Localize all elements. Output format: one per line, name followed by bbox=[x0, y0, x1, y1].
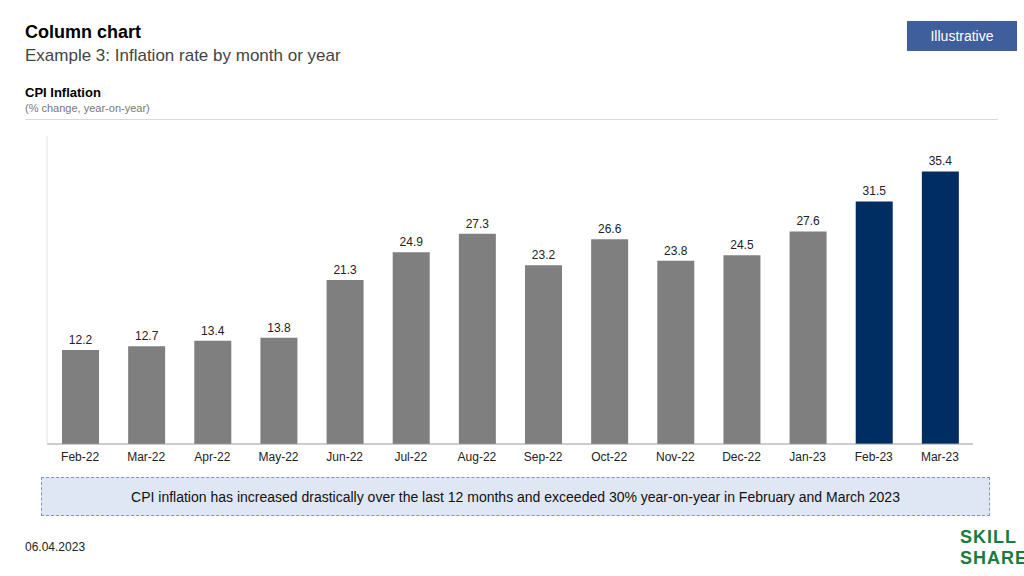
svg-text:Mar-22: Mar-22 bbox=[127, 450, 165, 464]
html-text:Column chart: Column chart bbox=[25, 22, 141, 42]
html-text:SKILL: SKILL bbox=[960, 527, 1017, 547]
svg-text:26.6: 26.6 bbox=[598, 222, 622, 236]
svg-text:27.3: 27.3 bbox=[466, 217, 490, 231]
svg-text:23.2: 23.2 bbox=[532, 248, 556, 262]
html-text:CPI Inflation: CPI Inflation bbox=[25, 85, 101, 100]
svg-text:Oct-22: Oct-22 bbox=[591, 450, 627, 464]
html-text:(% change, year-on-year): (% change, year-on-year) bbox=[25, 102, 150, 114]
svg-text:13.8: 13.8 bbox=[267, 321, 291, 335]
svg-text:13.4: 13.4 bbox=[201, 324, 225, 338]
svg-text:21.3: 21.3 bbox=[333, 263, 357, 277]
html-text:Illustrative: Illustrative bbox=[930, 28, 994, 44]
svg-text:Feb-23: Feb-23 bbox=[855, 450, 893, 464]
svg-text:12.2: 12.2 bbox=[69, 333, 93, 347]
svg-text:24.9: 24.9 bbox=[400, 235, 424, 249]
svg-text:23.8: 23.8 bbox=[664, 244, 688, 258]
svg-text:Jul-22: Jul-22 bbox=[394, 450, 427, 464]
svg-text:Feb-22: Feb-22 bbox=[61, 450, 99, 464]
svg-text:Aug-22: Aug-22 bbox=[458, 450, 497, 464]
html-text:CPI inflation has increased dr: CPI inflation has increased drastically … bbox=[131, 488, 900, 505]
svg-text:Dec-22: Dec-22 bbox=[722, 450, 761, 464]
svg-text:27.6: 27.6 bbox=[796, 214, 820, 228]
html-text:06.04.2023: 06.04.2023 bbox=[25, 540, 86, 554]
svg-text:12.7: 12.7 bbox=[135, 329, 159, 343]
svg-text:Jan-23: Jan-23 bbox=[789, 450, 826, 464]
svg-text:Apr-22: Apr-22 bbox=[194, 450, 230, 464]
svg-text:35.4: 35.4 bbox=[929, 154, 953, 168]
svg-text:Jun-22: Jun-22 bbox=[326, 450, 363, 464]
svg-text:24.5: 24.5 bbox=[730, 238, 754, 252]
html-text:Example 3: Inflation rate by m: Example 3: Inflation rate by month or ye… bbox=[25, 46, 341, 65]
svg-text:Mar-23: Mar-23 bbox=[921, 450, 959, 464]
svg-text:31.5: 31.5 bbox=[863, 184, 887, 198]
svg-text:Sep-22: Sep-22 bbox=[524, 450, 563, 464]
svg-text:Nov-22: Nov-22 bbox=[656, 450, 695, 464]
svg-text:May-22: May-22 bbox=[258, 450, 298, 464]
